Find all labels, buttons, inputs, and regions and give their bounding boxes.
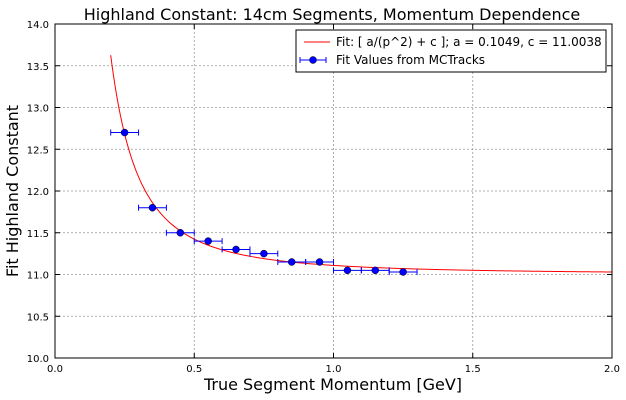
y-tick-label: 12.5 (27, 145, 49, 156)
y-axis-label: Fit Highland Constant (3, 105, 22, 277)
data-point (260, 249, 268, 258)
y-tick-label: 13.0 (27, 104, 49, 115)
y-tick-label: 10.0 (27, 354, 49, 365)
data-point (176, 229, 185, 237)
data-point (399, 268, 407, 276)
legend-fit-label: Fit: [ a/(p^2) + c ]; a = 0.1049, c = 11… (336, 35, 602, 49)
data-point (315, 258, 324, 266)
data-point (120, 128, 129, 137)
legend-points-label: Fit Values from MCTracks (336, 53, 485, 67)
x-tick-label: 2.0 (604, 364, 620, 375)
y-tick-label: 11.5 (27, 229, 49, 240)
data-point (232, 245, 240, 254)
legend-points-marker (309, 56, 317, 64)
legend-box (295, 29, 607, 73)
y-tick-label: 11.0 (27, 271, 49, 282)
data-point (343, 266, 352, 275)
grid (55, 24, 612, 358)
data-point (371, 266, 380, 275)
y-tick-label: 13.5 (27, 62, 49, 73)
x-tick-label: 0.5 (186, 364, 202, 375)
y-tick-label: 10.5 (27, 312, 49, 323)
axis-ticks: 0.0 0.5 1.0 1.5 2.0 10.0 10.5 11.0 11.5 12.0 12.5 1… (27, 20, 620, 375)
data-point (204, 237, 212, 245)
x-tick-label: 0.0 (47, 364, 63, 375)
y-tick-label: 12.0 (27, 187, 49, 198)
chart-title: Highland Constant: 14cm Segments, Moment… (84, 5, 580, 24)
x-tick-label: 1.5 (465, 364, 481, 375)
y-tick-label: 14.0 (27, 20, 49, 31)
x-axis-label: True Segment Momentum [GeV] (203, 375, 462, 394)
legend: Fit: [ a/(p^2) + c ]; a = 0.1049, c = 11… (295, 29, 607, 73)
data-point (148, 203, 157, 212)
x-tick-label: 1.0 (326, 364, 342, 375)
data-point (287, 258, 296, 266)
data-series (110, 128, 418, 276)
